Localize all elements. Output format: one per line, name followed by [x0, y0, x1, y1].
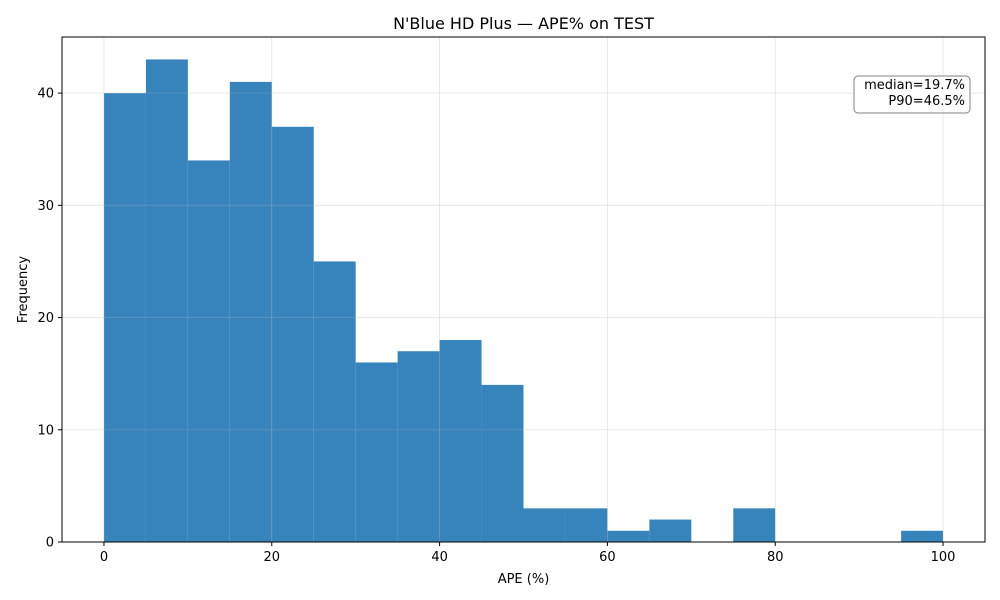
- histogram-bar-50-55: [523, 508, 566, 542]
- x-tick-label: 80: [767, 550, 784, 565]
- histogram-bar-75-80: [733, 508, 776, 542]
- y-axis-label: Frequency: [16, 256, 31, 323]
- histogram-bar-25-30: [313, 261, 356, 542]
- y-axis-ticks: 0 10 20 30 40: [37, 87, 62, 551]
- plot-frame: [61, 36, 986, 543]
- histogram-bar-45-50: [481, 384, 524, 542]
- y-tick-label: 30: [37, 199, 54, 214]
- x-tick-label: 20: [263, 550, 280, 565]
- histogram-bar-40-45: [439, 340, 482, 542]
- stats-box-frame: [853, 75, 971, 114]
- y-tick-label: 20: [37, 311, 54, 326]
- y-tick-label: 10: [37, 423, 54, 438]
- axes: [61, 36, 986, 543]
- histogram-bar-20-25: [271, 126, 314, 543]
- histogram-bars: [103, 59, 944, 543]
- x-axis-ticks: 0 20 40 60 80 100: [100, 542, 956, 565]
- histogram-bar-10-15: [187, 160, 230, 542]
- chart-title: N'Blue HD Plus — APE% on TEST: [393, 14, 654, 33]
- x-tick-label: 60: [599, 550, 616, 565]
- x-axis-label: APE (%): [498, 572, 550, 587]
- y-tick-label: 40: [37, 87, 54, 102]
- stats-median: median=19.7%: [864, 78, 965, 93]
- x-tick-label: 40: [431, 550, 448, 565]
- histogram-bar-95-100: [901, 530, 944, 542]
- histogram-bar-15-20: [229, 81, 272, 542]
- histogram-bar-60-65: [607, 530, 650, 542]
- histogram-bar-30-35: [355, 362, 398, 542]
- histogram-bar-5-10: [145, 59, 188, 542]
- histogram-bar-0-5: [103, 93, 146, 542]
- x-tick-label: 100: [931, 550, 956, 565]
- x-tick-label: 0: [100, 550, 108, 565]
- stats-annotation: median=19.7% P90=46.5%: [853, 75, 971, 114]
- histogram-bar-55-60: [565, 508, 608, 542]
- stats-p90: P90=46.5%: [888, 94, 965, 109]
- y-tick-label: 0: [46, 536, 54, 551]
- histogram-bar-65-70: [649, 519, 692, 542]
- histogram-bar-35-40: [397, 351, 440, 542]
